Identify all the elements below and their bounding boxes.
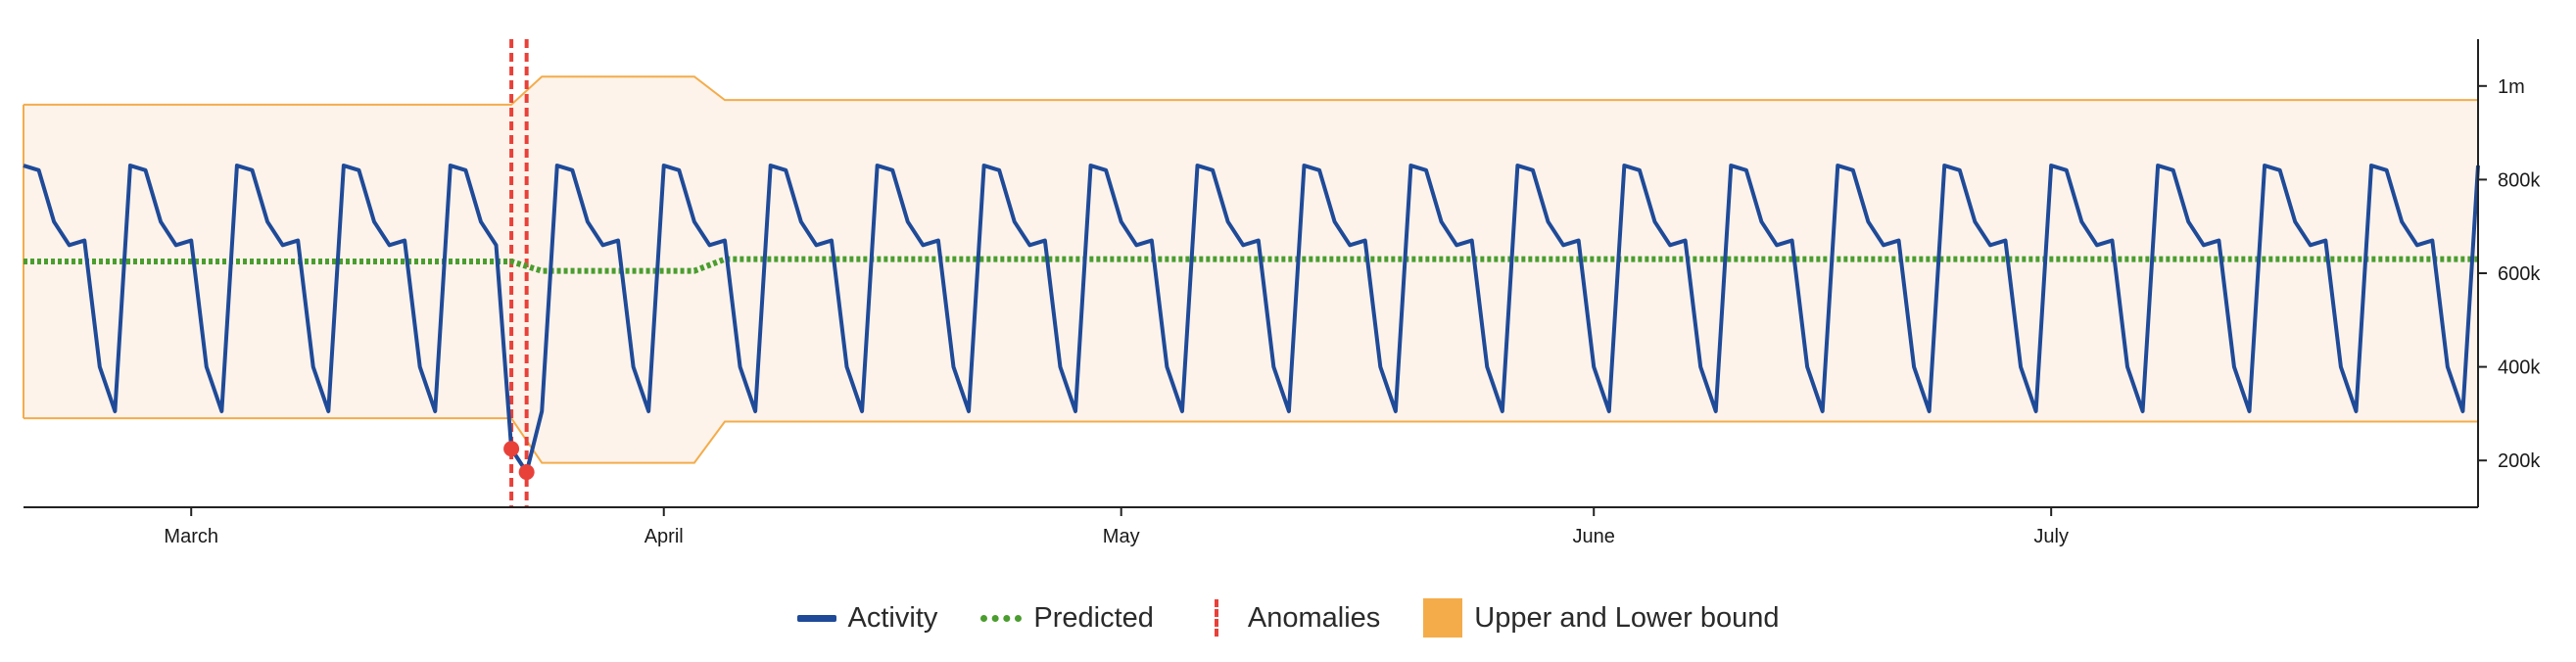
- anomaly-point: [518, 464, 535, 481]
- activity-swatch: [796, 614, 836, 622]
- y-tick-label: 200k: [2498, 450, 2541, 472]
- x-tick-label: April: [644, 526, 684, 547]
- anomalies-swatch: [1197, 599, 1236, 637]
- legend-item-activity[interactable]: Activity: [796, 601, 938, 635]
- predicted-line: [24, 256, 2478, 274]
- y-tick-label: 1m: [2498, 76, 2525, 98]
- x-tick-label: July: [2033, 526, 2069, 547]
- x-tick-label: May: [1103, 526, 1140, 547]
- predicted-swatch: [980, 614, 1023, 622]
- bounds-band-fill: [24, 76, 2478, 463]
- anomaly-chart: March April May June July 200k 400k 600k 800k 1m: [23, 39, 2541, 547]
- legend-label-bounds: Upper and Lower bound: [1474, 601, 1780, 634]
- legend-label-activity: Activity: [847, 601, 938, 634]
- upper-bound-line: [24, 75, 2478, 106]
- y-tick-label: 400k: [2498, 357, 2541, 379]
- bounds-swatch: [1423, 598, 1463, 638]
- legend-label-predicted: Predicted: [1033, 601, 1154, 634]
- legend-item-anomalies[interactable]: Anomalies: [1197, 599, 1380, 637]
- legend: Activity Predicted Anomalies Upper and L…: [0, 591, 2576, 645]
- y-tick-label: 600k: [2498, 263, 2541, 285]
- activity-line: [23, 164, 2480, 475]
- anomaly-point: [503, 441, 520, 457]
- lower-bound-line: [24, 417, 2478, 464]
- x-tick-label: March: [164, 526, 218, 547]
- legend-item-predicted[interactable]: Predicted: [980, 602, 1154, 635]
- x-tick-label: June: [1573, 526, 1615, 547]
- legend-label-anomalies: Anomalies: [1247, 601, 1381, 634]
- legend-item-bounds[interactable]: Upper and Lower bound: [1423, 598, 1779, 638]
- y-tick-label: 800k: [2498, 169, 2541, 191]
